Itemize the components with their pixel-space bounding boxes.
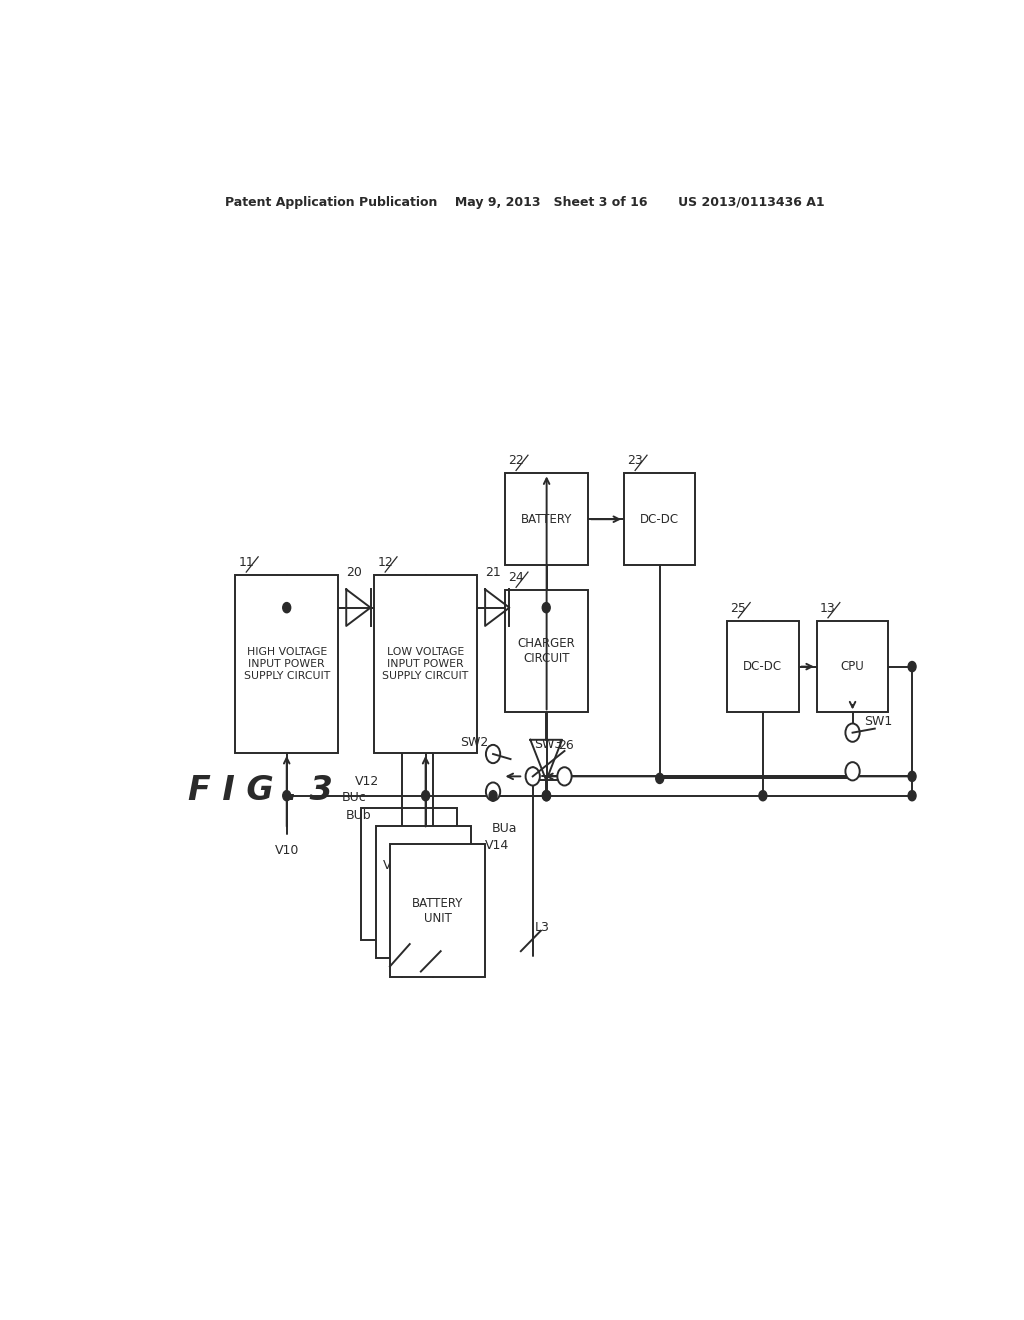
Text: Patent Application Publication    May 9, 2013   Sheet 3 of 16       US 2013/0113: Patent Application Publication May 9, 20… [225,195,824,209]
Text: BUc: BUc [341,791,367,804]
Circle shape [489,791,497,801]
Bar [390,845,485,977]
Circle shape [655,774,664,784]
Text: L3: L3 [536,921,550,935]
Text: LOW VOLTAGE
INPUT POWER
SUPPLY CIRCUIT: LOW VOLTAGE INPUT POWER SUPPLY CIRCUIT [383,647,469,681]
Text: SW2: SW2 [460,737,488,748]
Text: SW1: SW1 [864,714,893,727]
Text: CPU: CPU [841,660,864,673]
Circle shape [759,791,767,801]
Circle shape [525,767,540,785]
Circle shape [557,767,571,785]
Circle shape [908,771,916,781]
Text: HIGH VOLTAGE
INPUT POWER
SUPPLY CIRCUIT: HIGH VOLTAGE INPUT POWER SUPPLY CIRCUIT [244,647,330,681]
Circle shape [908,661,916,672]
Text: V12: V12 [355,775,380,788]
Text: BATTERY: BATTERY [521,512,572,525]
Text: 13: 13 [820,602,836,615]
Bar [505,474,588,565]
Text: L2: L2 [435,941,450,954]
Bar [376,826,471,958]
Text: 20: 20 [346,566,362,579]
Text: 26: 26 [558,739,573,752]
Circle shape [846,723,860,742]
Text: L1: L1 [406,933,421,946]
Circle shape [846,762,860,780]
Circle shape [543,791,551,801]
Text: BUb: BUb [346,809,372,822]
Text: 22: 22 [508,454,524,467]
Text: DC-DC: DC-DC [743,660,782,673]
Text: 21: 21 [485,566,501,579]
Circle shape [908,791,916,801]
Text: 24: 24 [508,572,524,585]
Text: V11: V11 [414,845,437,858]
Bar [624,474,695,565]
Text: DC-DC: DC-DC [640,512,679,525]
Bar [817,620,888,713]
Circle shape [543,602,550,612]
Text: V13: V13 [383,859,408,871]
Bar [374,576,477,752]
Text: 11: 11 [239,556,254,569]
Text: 23: 23 [627,454,643,467]
Circle shape [486,783,500,801]
Circle shape [283,791,291,801]
Text: CHARGER
CIRCUIT: CHARGER CIRCUIT [518,638,575,665]
Bar [727,620,799,713]
Circle shape [486,744,500,763]
Text: 25: 25 [730,602,746,615]
Circle shape [543,791,550,801]
Circle shape [283,602,291,612]
Bar [505,590,588,713]
Text: V10: V10 [274,845,299,858]
Text: V14: V14 [484,840,509,853]
Bar [361,808,457,940]
Text: 12: 12 [377,556,393,569]
Circle shape [422,791,430,801]
Text: BATTERY
UNIT: BATTERY UNIT [412,896,463,924]
Text: SW3: SW3 [535,738,562,751]
Text: BUa: BUa [492,822,517,836]
Bar [236,576,338,752]
Text: F I G . 3: F I G . 3 [187,774,333,807]
